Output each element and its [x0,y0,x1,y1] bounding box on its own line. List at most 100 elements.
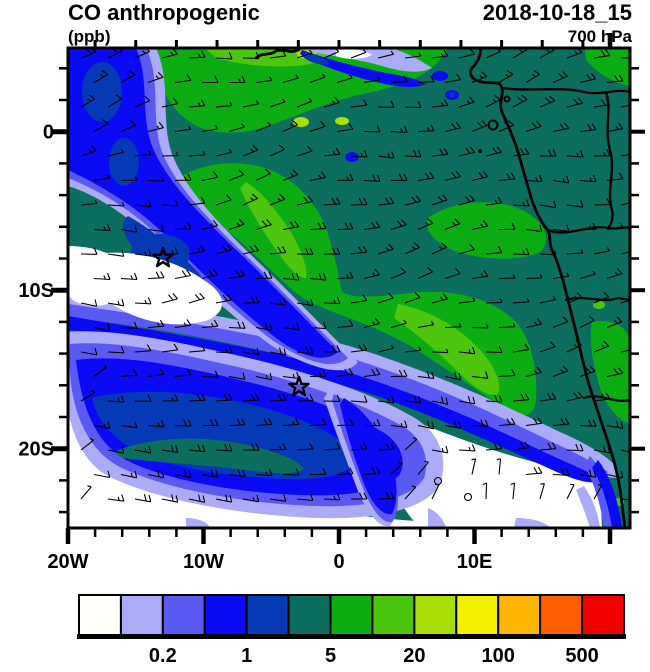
wind-barb [188,292,205,304]
wind-barb [552,122,570,133]
wind-barb [431,242,447,255]
wind-barb [93,223,111,232]
wind-barb [350,198,368,206]
wind-barb [417,75,435,84]
wind-barb [377,197,395,206]
wind-barb [323,296,341,305]
wind-barb [390,75,408,84]
colorbar-box [78,594,122,637]
wind-barb [417,124,435,133]
wind-barb [201,469,219,478]
wind-barb [363,317,380,329]
wind-barb [552,316,569,329]
wind-barb [606,420,624,429]
wind-barb [296,442,314,451]
wind-barb [282,169,299,182]
wind-barb [336,173,354,182]
wind-barb [147,368,165,378]
x-axis-label: 10E [457,551,493,573]
wind-barb [323,247,341,255]
wind-barb [363,76,381,84]
wind-barb [350,442,368,451]
wind-barb [444,170,461,182]
x-axis-label: 20W [47,551,88,573]
wind-barb [471,71,488,84]
wind-barb [471,220,489,231]
colorbar-box [287,594,332,637]
colorbar-label: 0.2 [149,645,177,667]
wind-barb [296,247,314,255]
wind-barb [107,148,125,157]
wind-barb [242,193,258,206]
wind-barb [309,418,327,427]
colorbar-box [371,594,416,637]
wind-barb [552,365,569,378]
wind-barb [566,97,584,108]
wind-barb [458,146,476,157]
wind-barb [525,417,543,427]
wind-barb [134,150,152,157]
wind-barb [404,437,418,451]
wind-barb [404,195,422,206]
wind-barb [552,71,569,84]
wind-barb [242,144,259,157]
wind-barb [80,485,92,500]
wind-barb [120,321,138,329]
wind-barb [147,177,165,182]
wind-barb [377,491,395,500]
wind-barb [471,170,489,182]
wind-barb [107,94,123,108]
wind-barb [458,48,475,59]
wind-barb [309,321,327,330]
wind-barb [579,315,595,328]
wind-barb [350,294,368,304]
wind-barb [485,394,503,403]
wind-barb [323,96,340,108]
wind-barb [120,470,138,479]
wind-barb [539,483,545,500]
wind-barb [404,292,421,304]
wind-barb [174,173,192,182]
wind-barb [471,371,489,379]
wind-barb [120,120,137,133]
colorbar-label: 5 [325,645,336,667]
wind-barb [458,396,476,405]
contour-region [82,62,122,122]
wind-barb [228,372,246,380]
wind-barb [485,146,502,157]
wind-barb [228,123,245,133]
wind-barb [174,469,192,479]
wind-barb [512,441,530,451]
wind-barb [202,75,219,84]
wind-barb [593,247,611,255]
wind-barb [323,147,341,157]
wind-barb [539,250,557,256]
wind-barb [539,341,556,353]
colorbar: 0.2 1 5 20 100 500 [77,594,626,667]
wind-barb [593,98,611,108]
axis-ticks [51,33,645,544]
wind-barb [498,369,516,378]
wind-barb [134,445,152,454]
wind-barb [363,125,381,133]
wind-barb [296,346,314,355]
wind-barb [336,74,353,84]
wind-barb [363,467,381,476]
wind-barb [228,169,245,182]
wind-barb [525,274,543,280]
wind-barb [174,368,192,378]
wind-barb [336,271,354,280]
wind-barb [350,150,368,158]
wind-barb [363,368,381,378]
wind-barb [242,51,260,59]
wind-barb [363,221,381,231]
contour-region [345,152,359,162]
station-star-marker [288,375,310,397]
wind-barb [188,344,206,353]
wind-barb [93,70,109,83]
wind-barb [336,123,354,133]
wind-barb [485,345,503,354]
wind-barb [431,348,449,354]
wind-barb [282,272,300,281]
wind-barb [417,321,435,329]
